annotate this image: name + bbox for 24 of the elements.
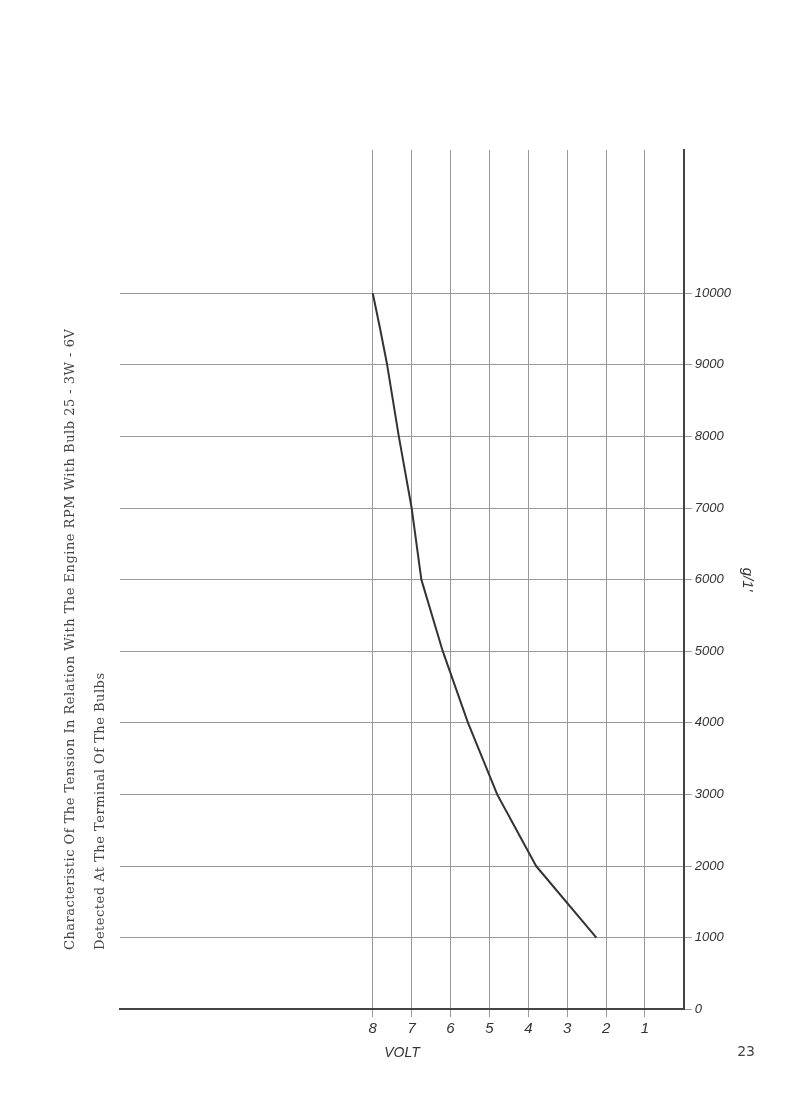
- y-tick-label: 8000: [694, 428, 725, 444]
- y-tick-label: 0: [694, 1000, 703, 1016]
- y-tick-label: 5000: [694, 642, 725, 658]
- x-tick-label: 3: [563, 1019, 573, 1037]
- y-tick-label: 1000: [694, 929, 725, 945]
- y-tick-label: 6000: [694, 571, 725, 587]
- y-tick-label: 10000: [694, 284, 732, 300]
- x-tick-label: 6: [446, 1019, 456, 1037]
- text: Detected At The Terminal Of The Bulbs: [91, 671, 108, 950]
- text: Characteristic Of The Tension In Relation With The Engine RPM With Bulb 25 - 3W - 6V: [61, 327, 78, 950]
- y-tick-label: 4000: [694, 714, 725, 730]
- x-tick-label: 7: [407, 1019, 417, 1037]
- x-axis-title: VOLT: [384, 1044, 422, 1061]
- y-tick-label: 3000: [694, 786, 725, 802]
- x-tick-label: 1: [640, 1019, 650, 1037]
- y-tick-label: 2000: [693, 857, 725, 873]
- x-tick-label: 2: [600, 1019, 611, 1037]
- y-tick-label: 9000: [694, 356, 725, 372]
- x-tick-label: 5: [485, 1019, 495, 1037]
- y-axis-title: g/1': [739, 567, 757, 593]
- text: 23: [737, 1043, 755, 1059]
- y-tick-label: 7000: [694, 499, 725, 515]
- x-tick-label: 4: [524, 1019, 533, 1037]
- x-tick-label: 8: [368, 1019, 378, 1037]
